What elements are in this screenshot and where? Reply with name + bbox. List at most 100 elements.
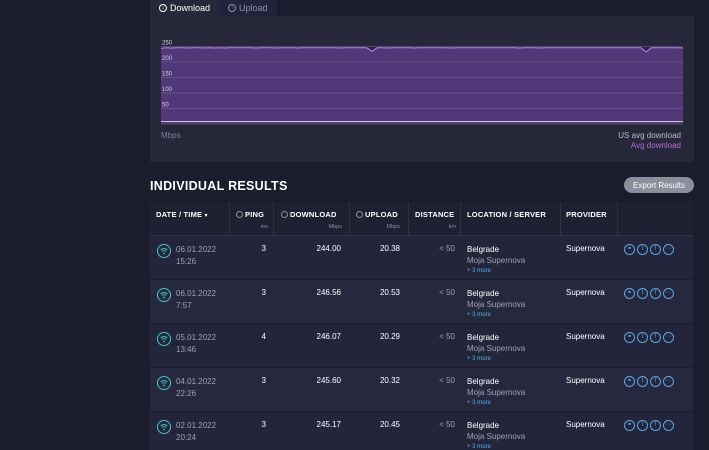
twitter-icon[interactable]: t [637,376,648,387]
facebook-icon[interactable]: f [650,376,661,387]
results-title: INDIVIDUAL RESULTS [150,179,288,193]
col-ping-unit: ms [260,224,268,230]
results-table: DATE / TIME ▾ PING ms DOWNLOAD Mbps UPLO… [150,202,693,450]
link-icon[interactable]: ⚭ [624,288,635,299]
facebook-icon[interactable]: f [650,420,661,431]
wifi-icon [157,332,171,346]
more-icon[interactable]: ⋯ [663,288,674,299]
divider [349,202,350,235]
legend-us-avg: US avg download [618,131,681,140]
col-ping-label: PING [245,210,265,219]
result-ping: 3 [261,244,266,253]
result-time: 13:46 [176,345,197,354]
row-actions: ⚭ t f ⋯ [624,288,674,299]
result-time: 20:24 [176,433,197,442]
link-icon[interactable]: ⚭ [624,244,635,255]
upload-circle-icon: ↑ [228,4,237,12]
wifi-icon [157,244,171,258]
result-city: Belgrade [467,289,500,298]
col-distance[interactable]: DISTANCE km [415,210,456,230]
result-location: Belgrade Moja Supernova + 3 more [467,376,525,409]
link-icon[interactable]: ⚭ [624,376,635,387]
result-ping: 3 [261,420,266,429]
chart-y-tick-label: 200 [162,56,173,62]
divider [560,202,561,235]
table-row[interactable]: 05.01.2022 13:46 4 246.07 20.29 < 50 Bel… [150,324,693,368]
left-gutter [0,0,150,450]
table-row[interactable]: 02.01.2022 20:24 3 245.17 20.45 < 50 Bel… [150,412,693,450]
result-datetime: 06.01.2022 15:26 [176,244,216,268]
result-server: Moja Supernova [467,300,526,309]
facebook-icon[interactable]: f [650,332,661,343]
more-servers-link[interactable]: + 3 more [467,400,491,406]
more-servers-link[interactable]: + 3 more [467,444,491,450]
facebook-icon[interactable]: f [650,288,661,299]
result-server: Moja Supernova [467,256,526,265]
result-date: 06.01.2022 [176,245,217,254]
table-body: 06.01.2022 15:26 3 244.00 20.38 < 50 Bel… [150,236,693,450]
chart-svg: 250 200 150 100 50 [160,40,684,125]
chart-y-tick-label: 150 [162,71,173,77]
col-provider[interactable]: PROVIDER [566,210,607,219]
more-servers-link[interactable]: + 3 more [467,268,491,274]
result-provider: Supernova [566,244,605,253]
col-download[interactable]: DOWNLOAD Mbps [281,210,342,230]
divider [273,202,274,235]
more-servers-link[interactable]: + 3 more [467,356,491,362]
divider [408,202,409,235]
wifi-icon [157,288,171,302]
table-row[interactable]: 06.01.2022 7:57 3 246.56 20.53 < 50 Belg… [150,280,693,324]
result-location: Belgrade Moja Supernova + 3 more [467,420,525,450]
chart-legend: US avg download Avg download [618,131,681,151]
tab-download[interactable]: ↓ Download [150,0,220,16]
col-distance-label: DISTANCE [415,210,455,219]
facebook-icon[interactable]: f [650,244,661,255]
col-upload[interactable]: UPLOAD Mbps [356,210,400,230]
table-row[interactable]: 06.01.2022 15:26 3 244.00 20.38 < 50 Bel… [150,236,693,280]
more-icon[interactable]: ⋯ [663,420,674,431]
row-actions: ⚭ t f ⋯ [624,420,674,431]
chart-y-tick-label: 250 [162,40,173,46]
col-download-label: DOWNLOAD [290,210,337,219]
col-ping[interactable]: PING ms [236,210,268,230]
result-city: Belgrade [467,333,500,342]
table-row[interactable]: 04.01.2022 22:26 3 245.60 20.32 < 50 Bel… [150,368,693,412]
result-date: 02.01.2022 [176,421,217,430]
tab-upload[interactable]: ↑ Upload [219,0,277,16]
result-datetime: 05.01.2022 13:46 [176,332,216,356]
result-download: 245.60 [316,376,341,385]
result-download: 246.56 [316,288,341,297]
chart-y-tick-label: 50 [162,102,169,108]
wifi-icon [157,376,171,390]
more-icon[interactable]: ⋯ [663,376,674,387]
result-date: 04.01.2022 [176,377,217,386]
col-location[interactable]: LOCATION / SERVER [467,210,546,219]
export-results-button[interactable]: Export Results [624,177,694,193]
result-city: Belgrade [467,245,500,254]
twitter-icon[interactable]: t [637,244,648,255]
download-chart: 250 200 150 100 50 Mbps US avg download Avg … [150,16,694,162]
divider [617,202,618,235]
more-icon[interactable]: ⋯ [663,332,674,343]
twitter-icon[interactable]: t [637,420,648,431]
chart-area-avg-download [161,47,683,125]
col-provider-label: PROVIDER [566,210,607,219]
result-datetime: 06.01.2022 7:57 [176,288,216,312]
result-distance: < 50 [439,244,455,253]
result-distance: < 50 [439,376,455,385]
result-ping: 3 [261,376,266,385]
twitter-icon[interactable]: t [637,332,648,343]
link-icon[interactable]: ⚭ [624,420,635,431]
twitter-icon[interactable]: t [637,288,648,299]
result-provider: Supernova [566,288,605,297]
wifi-icon [157,420,171,434]
more-icon[interactable]: ⋯ [663,244,674,255]
result-location: Belgrade Moja Supernova + 3 more [467,332,525,365]
col-date[interactable]: DATE / TIME ▾ [156,210,208,219]
more-servers-link[interactable]: + 3 more [467,312,491,318]
result-provider: Supernova [566,332,605,341]
result-distance: < 50 [439,420,455,429]
ping-circle-icon [236,211,243,218]
upload-circle-icon [356,211,363,218]
link-icon[interactable]: ⚭ [624,332,635,343]
